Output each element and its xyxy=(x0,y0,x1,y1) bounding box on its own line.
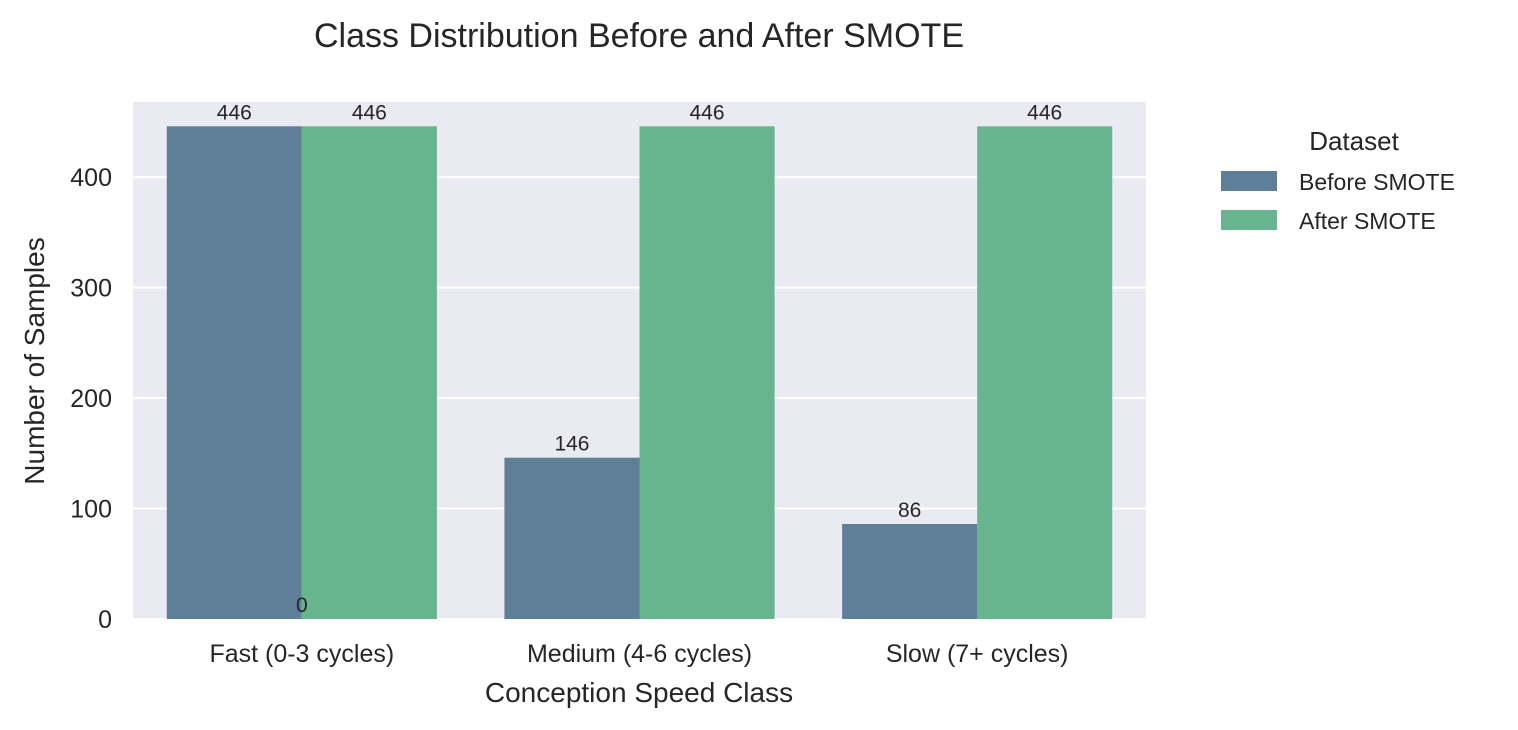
legend: Dataset Before SMOTE After SMOTE xyxy=(1221,126,1455,234)
legend-title: Dataset xyxy=(1309,126,1399,156)
bar-label: 446 xyxy=(217,101,252,124)
y-tick-label: 400 xyxy=(70,164,112,192)
bar-label: 86 xyxy=(898,499,921,522)
bar xyxy=(842,523,978,619)
bar xyxy=(166,126,302,620)
y-tick-label: 300 xyxy=(70,275,112,303)
x-tick-labels: Fast (0-3 cycles) Medium (4-6 cycles) Slow… xyxy=(209,640,1068,668)
bar-labels: 446 446 146 446 86 446 0 xyxy=(217,101,1062,617)
bar-label: 446 xyxy=(1027,101,1062,124)
legend-label: Before SMOTE xyxy=(1299,169,1455,195)
x-tick-label: Fast (0-3 cycles) xyxy=(209,640,394,668)
bar xyxy=(504,457,640,619)
legend-swatch xyxy=(1221,210,1277,230)
x-tick-label: Medium (4-6 cycles) xyxy=(527,640,752,668)
bar xyxy=(639,126,775,620)
bar xyxy=(301,126,437,620)
y-axis-label: Number of Samples xyxy=(19,237,50,484)
y-tick-label: 100 xyxy=(70,496,112,524)
bar xyxy=(977,126,1113,620)
y-tick-labels: 0 100 200 300 400 xyxy=(70,164,112,634)
legend-label: After SMOTE xyxy=(1299,208,1436,234)
bar-label: 446 xyxy=(352,101,387,124)
chart-title: Class Distribution Before and After SMOT… xyxy=(314,17,964,55)
x-tick-label: Slow (7+ cycles) xyxy=(886,640,1069,668)
bar-label: 446 xyxy=(690,101,725,124)
y-tick-label: 0 xyxy=(98,606,112,634)
y-tick-label: 200 xyxy=(70,385,112,413)
bar-label: 0 xyxy=(296,594,308,617)
x-axis-label: Conception Speed Class xyxy=(485,677,793,708)
bars xyxy=(166,126,1113,620)
bar-label: 146 xyxy=(554,433,589,456)
legend-swatch xyxy=(1221,171,1277,191)
